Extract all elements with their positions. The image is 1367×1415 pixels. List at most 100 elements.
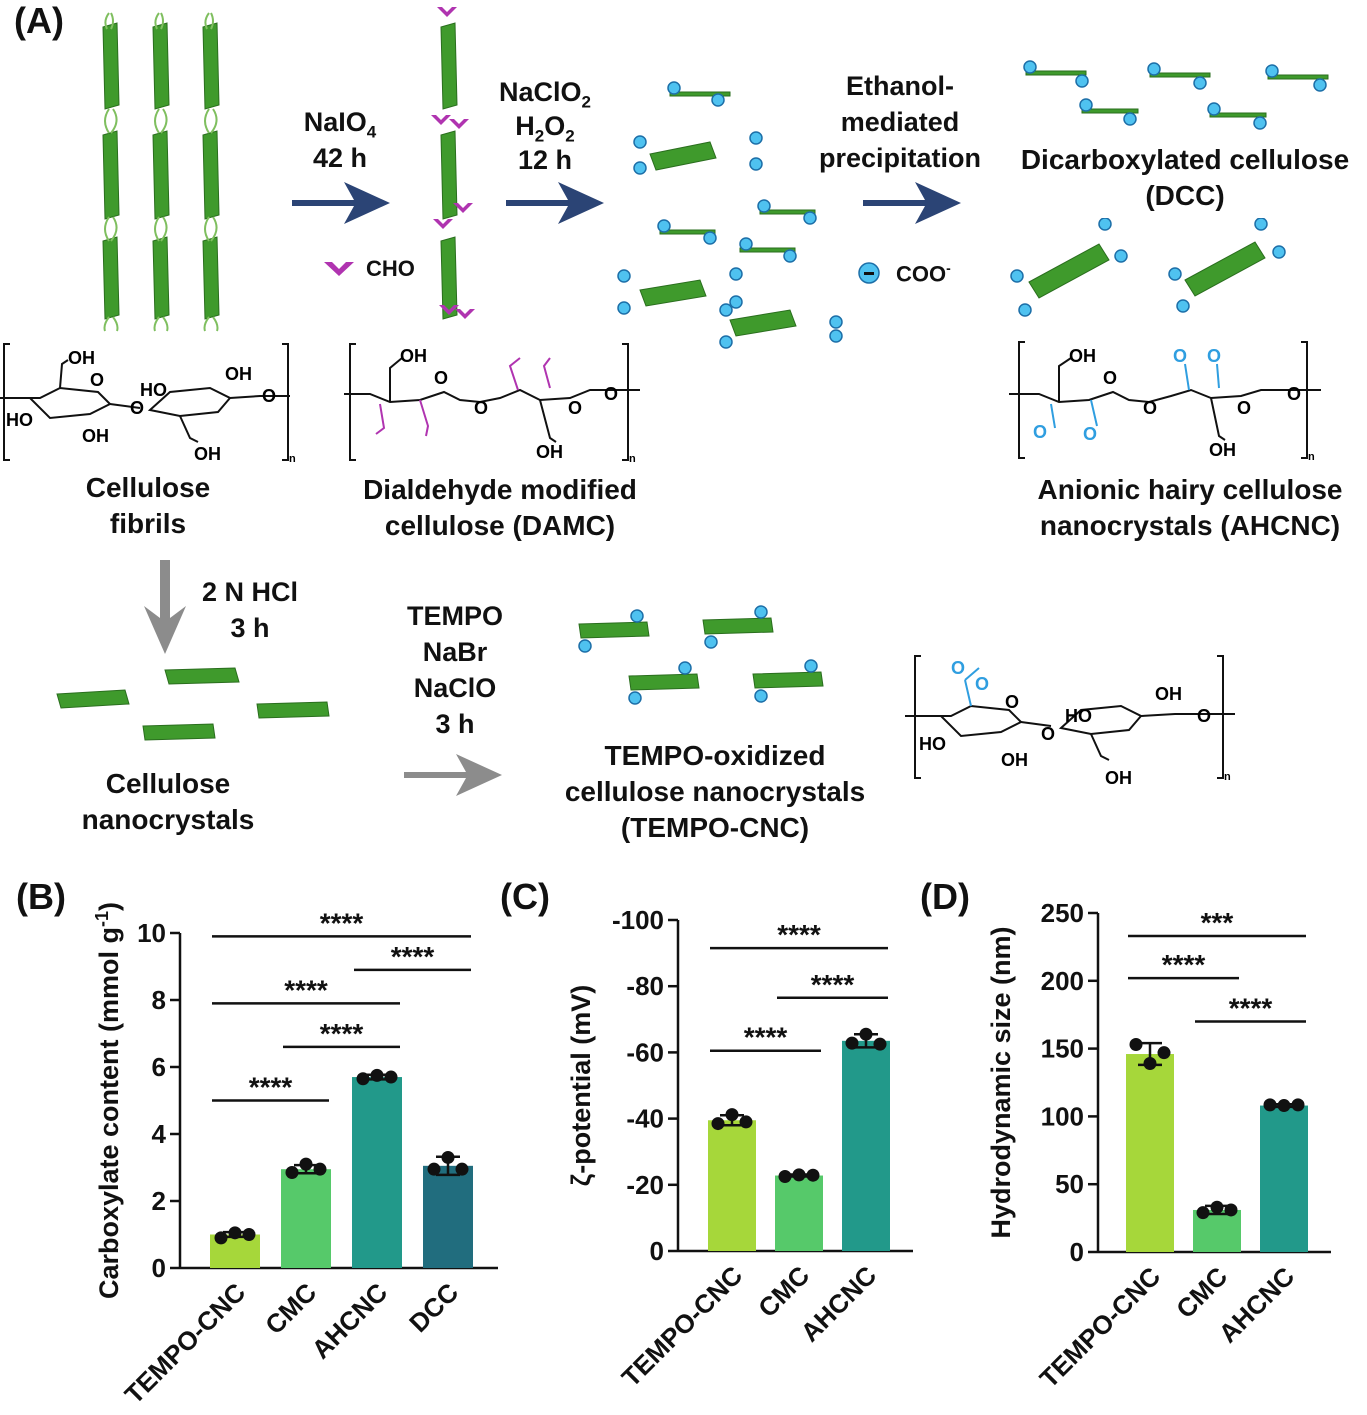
data-point	[356, 1072, 370, 1086]
svg-text:OH: OH	[194, 444, 221, 464]
x-tick-label: AHCNC	[306, 1277, 394, 1365]
x-tick-label: CMC	[1170, 1261, 1233, 1324]
y-tick-label: -60	[626, 1037, 664, 1067]
svg-text:n: n	[289, 453, 296, 465]
step5-arrow	[404, 754, 502, 796]
oxidized-crystals-illustration	[617, 81, 843, 349]
svg-text:HO: HO	[1065, 706, 1092, 726]
bar-dcc	[423, 1165, 473, 1268]
data-point	[873, 1037, 887, 1051]
data-point	[370, 1068, 384, 1082]
cnc-crystals-illustration	[56, 667, 330, 741]
step2-reagent2: H2O2	[515, 111, 575, 146]
tempo-cnc-structure: O O OH HO OH HO OH O O O n	[905, 655, 1235, 788]
data-point	[711, 1117, 725, 1131]
step1-arrow	[292, 182, 390, 224]
svg-text:O: O	[1103, 368, 1117, 388]
panel-label-d: (D)	[920, 876, 970, 917]
bar-ahcnc	[842, 1040, 890, 1251]
data-point	[228, 1226, 242, 1240]
svg-text:HO: HO	[919, 734, 946, 754]
step3-line1: Ethanol-	[846, 71, 954, 101]
y-tick-label: -20	[626, 1170, 664, 1200]
significance-label: ****	[811, 969, 855, 1000]
cho-legend-label: CHO	[366, 256, 415, 281]
coo-legend-icon	[858, 262, 880, 284]
x-tick-label: AHCNC	[1213, 1261, 1301, 1349]
svg-text:O: O	[1033, 422, 1047, 442]
y-tick-label: 250	[1041, 898, 1084, 928]
tempo-cnc-label: TEMPO-oxidized cellulose nanocrystals (TEM…	[564, 740, 866, 843]
svg-text:OH: OH	[1155, 684, 1182, 704]
fibril-strand	[102, 12, 120, 332]
significance-label: ****	[391, 941, 435, 972]
data-point	[792, 1168, 806, 1182]
y-axis-label: Carboxylate content (mmol g-1)	[92, 902, 124, 1299]
svg-text:O: O	[1287, 384, 1301, 404]
x-tick-label: CMC	[752, 1260, 815, 1323]
svg-text:OH: OH	[82, 426, 109, 446]
y-tick-label: 100	[1041, 1101, 1084, 1131]
bar-cmc	[281, 1169, 331, 1268]
data-point	[778, 1170, 792, 1184]
step4-line2: 3 h	[230, 613, 270, 643]
step1-time: 42 h	[312, 143, 368, 173]
step4-arrow	[144, 560, 186, 654]
step1-reagent: NaIO4	[303, 107, 377, 142]
significance-label: ****	[777, 919, 821, 950]
y-tick-label: 10	[137, 918, 166, 948]
chart-hydrodynamic-size: 0 50 100 150 200 250 Hydrodynamic size (nm) TEM…	[986, 898, 1331, 1394]
damc-fibril-illustration	[431, 7, 475, 320]
data-point	[299, 1157, 313, 1171]
ahcnc-structure: OH OH O O O O O O O O n	[1009, 341, 1321, 463]
step5-line1: TEMPO	[406, 601, 503, 631]
significance-label: ****	[249, 1072, 293, 1103]
tempo-cnc-crystals-illustration	[578, 605, 824, 705]
cho-legend-icon	[324, 262, 354, 276]
data-point	[285, 1166, 299, 1180]
chart-carboxylate-content: 0 2 4 6 8 10 Carboxylate content (mmol g-1)TEM…	[92, 902, 498, 1410]
data-point	[1143, 1057, 1157, 1071]
x-tick-label: TEMPO-CNC	[1034, 1261, 1167, 1394]
data-point	[455, 1162, 469, 1176]
x-tick-label: TEMPO-CNC	[616, 1260, 749, 1393]
y-tick-label: 50	[1055, 1169, 1084, 1199]
svg-text:O: O	[1197, 706, 1211, 726]
y-tick-label: 4	[152, 1119, 167, 1149]
data-point	[859, 1027, 873, 1041]
svg-text:O: O	[1005, 692, 1019, 712]
y-tick-label: -100	[612, 905, 664, 935]
data-point	[441, 1150, 455, 1164]
svg-text:O: O	[90, 370, 104, 390]
step2-reagent1: NaClO2	[499, 77, 591, 112]
svg-text:O: O	[1207, 346, 1221, 366]
cnc-label: Cellulose nanocrystals	[81, 768, 255, 835]
svg-text:HO: HO	[140, 380, 167, 400]
data-point	[725, 1108, 739, 1122]
panel-label-c: (C)	[500, 876, 550, 917]
svg-text:OH: OH	[536, 442, 563, 462]
significance-label: ****	[1162, 949, 1206, 980]
svg-text:OH: OH	[68, 348, 95, 368]
data-point	[1263, 1098, 1277, 1112]
dcc-label: Dicarboxylated cellulose (DCC)	[1020, 144, 1350, 211]
cellulose-fibrils-illustration	[102, 12, 220, 332]
step5-line2: NaBr	[422, 637, 488, 667]
data-point	[1157, 1046, 1171, 1060]
y-tick-label: 8	[152, 985, 166, 1015]
significance-label: ****	[320, 1018, 364, 1049]
svg-text:O: O	[130, 398, 144, 418]
svg-text:n: n	[629, 453, 636, 465]
y-tick-label: -80	[626, 971, 664, 1001]
panel-label-a: (A)	[14, 0, 64, 41]
data-point	[1291, 1098, 1305, 1112]
svg-text:OH: OH	[1069, 346, 1096, 366]
damc-label: Dialdehyde modified cellulose (DAMC)	[363, 474, 637, 541]
svg-text:HO: HO	[6, 410, 33, 430]
bar-cmc	[775, 1175, 823, 1251]
y-tick-label: 200	[1041, 966, 1084, 996]
svg-text:OH: OH	[1209, 440, 1236, 460]
panel-label-b: (B)	[16, 876, 66, 917]
data-point	[739, 1115, 753, 1129]
x-tick-label: DCC	[403, 1277, 464, 1338]
